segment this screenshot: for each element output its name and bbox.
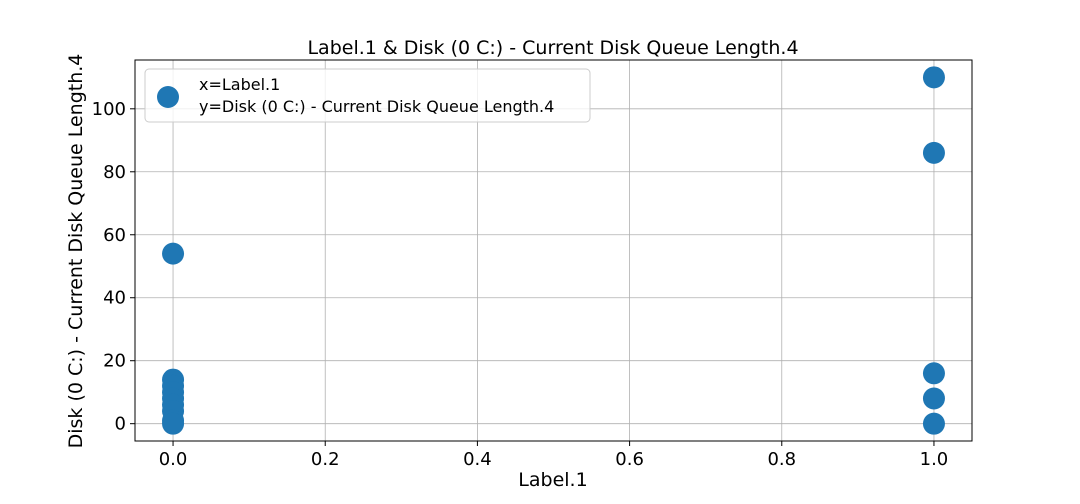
x-tick-label: 0.0	[159, 449, 188, 470]
y-tick-label: 40	[103, 288, 126, 309]
x-tick-label: 1.0	[920, 449, 949, 470]
data-points	[162, 66, 945, 435]
legend-line-1: x=Label.1	[199, 75, 280, 94]
y-tick-label: 20	[103, 351, 126, 372]
y-axis-label: Disk (0 C:) - Current Disk Queue Length.…	[65, 54, 87, 449]
y-tick-label: 60	[103, 225, 126, 246]
legend-marker	[157, 86, 179, 108]
x-tick-label: 0.8	[767, 449, 796, 470]
data-point	[162, 242, 185, 265]
axis-ticks: 0.0 0.2 0.4 0.6 0.8 1.0 0 20 40 60 80 100	[92, 99, 949, 470]
plot-area	[135, 60, 972, 441]
legend: x=Label.1 y=Disk (0 C:) - Current Disk Q…	[144, 68, 591, 123]
y-tick-label: 80	[103, 162, 126, 183]
plot-frame	[134, 59, 973, 442]
chart-title: Label.1 & Disk (0 C:) - Current Disk Que…	[307, 37, 798, 59]
data-point	[922, 141, 945, 164]
data-point	[922, 362, 945, 385]
x-tick-label: 0.2	[311, 449, 340, 470]
data-point	[922, 412, 945, 435]
y-tick-label: 100	[92, 99, 126, 120]
data-point	[162, 412, 185, 435]
x-tick-label: 0.6	[615, 449, 644, 470]
data-point	[922, 387, 945, 410]
y-tick-label: 0	[115, 414, 126, 435]
x-tick-label: 0.4	[463, 449, 492, 470]
data-point	[922, 66, 945, 89]
x-axis-label: Label.1	[518, 469, 587, 491]
legend-box	[144, 68, 591, 123]
legend-line-2: y=Disk (0 C:) - Current Disk Queue Lengt…	[199, 97, 554, 116]
